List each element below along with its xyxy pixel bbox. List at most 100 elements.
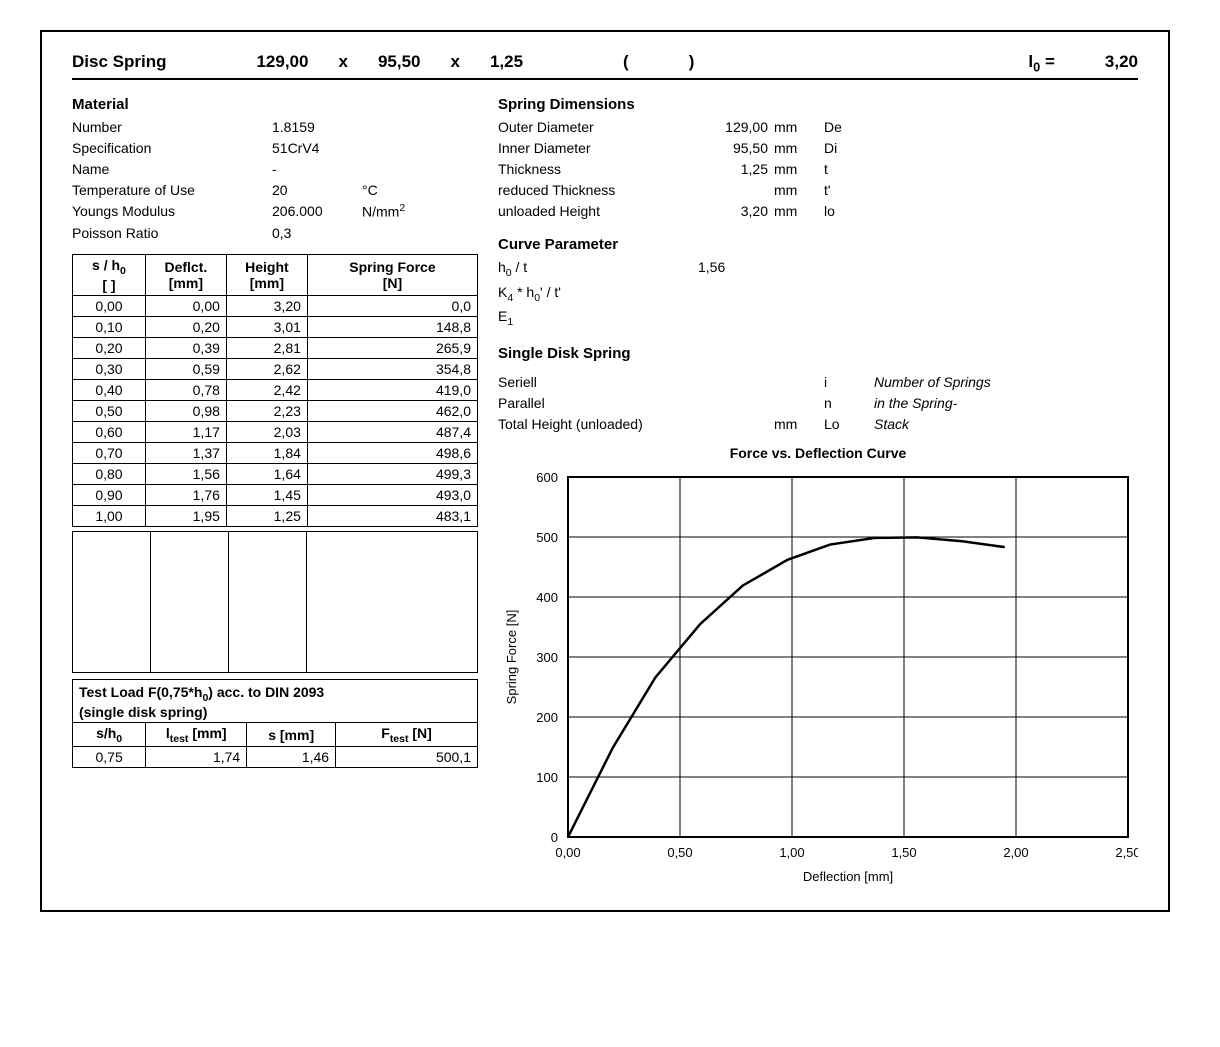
- dim-sym: De: [824, 117, 874, 138]
- svg-text:200: 200: [536, 710, 558, 725]
- material-unit: [362, 159, 432, 180]
- tl-v0: 0,75: [73, 747, 146, 768]
- tl-v1: 1,74: [146, 747, 247, 768]
- cp-val: [698, 306, 774, 331]
- sd-val: [698, 393, 774, 414]
- dim-label: unloaded Height: [498, 201, 698, 222]
- header-row: Disc Spring 129,00 x 95,50 x 1,25 ( ) l0…: [72, 52, 1138, 80]
- sd-unit: [774, 393, 824, 414]
- dim-unit: mm: [774, 180, 824, 201]
- sd-val: [698, 414, 774, 435]
- table-cell: 0,78: [145, 379, 226, 400]
- table-cell: 2,03: [226, 421, 307, 442]
- dimension-row: Outer Diameter129,00mmDe: [498, 117, 1138, 138]
- table-cell: 0,80: [73, 463, 146, 484]
- testload-block: Test Load F(0,75*h0) acc. to DIN 2093 (s…: [72, 679, 478, 769]
- dim-label: Thickness: [498, 159, 698, 180]
- hdr-x1: x: [338, 52, 347, 72]
- material-label: Poisson Ratio: [72, 223, 272, 244]
- tl-th1: ltest [mm]: [146, 722, 247, 747]
- svg-text:400: 400: [536, 590, 558, 605]
- svg-text:500: 500: [536, 530, 558, 545]
- dim-val: 129,00: [698, 117, 774, 138]
- material-label: Name: [72, 159, 272, 180]
- cp-label: h0 / t: [498, 257, 698, 282]
- single-disk-title: Single Disk Spring: [498, 345, 1138, 362]
- dim-label: Inner Diameter: [498, 138, 698, 159]
- material-title: Material: [72, 96, 478, 113]
- svg-text:1,50: 1,50: [891, 845, 916, 860]
- chart-title: Force vs. Deflection Curve: [498, 445, 1138, 461]
- material-row: Number1.8159: [72, 117, 478, 138]
- curve-param-row: K4 * h0' / t': [498, 282, 1138, 307]
- table-cell: 2,42: [226, 379, 307, 400]
- table-cell: 1,84: [226, 442, 307, 463]
- table-cell: 0,60: [73, 421, 146, 442]
- table-cell: 419,0: [307, 379, 477, 400]
- dim-unit: mm: [774, 138, 824, 159]
- material-unit: [362, 117, 432, 138]
- sd-sym: Lo: [824, 414, 874, 435]
- table-row: 0,801,561,64499,3: [73, 463, 478, 484]
- table-row: 0,400,782,42419,0: [73, 379, 478, 400]
- svg-text:2,50: 2,50: [1115, 845, 1138, 860]
- table-cell: 0,00: [145, 295, 226, 316]
- material-row: Youngs Modulus206.000N/mm2: [72, 201, 478, 223]
- material-row: Poisson Ratio0,3: [72, 223, 478, 244]
- table-cell: 1,45: [226, 484, 307, 505]
- spring-table: s / h0[ ] Deflct.[mm] Height[mm] Spring …: [72, 254, 478, 527]
- cp-label: E1: [498, 306, 698, 331]
- sd-note: in the Spring-: [874, 393, 957, 414]
- curve-param-rows: h0 / t1,56K4 * h0' / t'E1: [498, 257, 1138, 331]
- svg-text:300: 300: [536, 650, 558, 665]
- table-row: 0,701,371,84498,6: [73, 442, 478, 463]
- material-rows: Number1.8159Specification51CrV4Name-Temp…: [72, 117, 478, 244]
- th-height: Height[mm]: [226, 255, 307, 296]
- table-cell: 0,50: [73, 400, 146, 421]
- hdr-x2: x: [450, 52, 459, 72]
- svg-text:2,00: 2,00: [1003, 845, 1028, 860]
- hdr-d3: 1,25: [490, 52, 523, 72]
- sd-label: Parallel: [498, 393, 698, 414]
- table-cell: 1,64: [226, 463, 307, 484]
- table-row: 0,000,003,200,0: [73, 295, 478, 316]
- sd-sym: i: [824, 372, 874, 393]
- dim-val: 95,50: [698, 138, 774, 159]
- dim-unit: mm: [774, 201, 824, 222]
- material-row: Specification51CrV4: [72, 138, 478, 159]
- table-cell: 1,76: [145, 484, 226, 505]
- table-cell: 3,20: [226, 295, 307, 316]
- svg-text:Spring Force [N]: Spring Force [N]: [504, 610, 519, 705]
- material-val: 20: [272, 180, 362, 201]
- table-cell: 498,6: [307, 442, 477, 463]
- table-cell: 1,56: [145, 463, 226, 484]
- material-val: 51CrV4: [272, 138, 362, 159]
- table-row: 0,601,172,03487,4: [73, 421, 478, 442]
- sd-unit: mm: [774, 414, 824, 435]
- material-unit: [362, 138, 432, 159]
- sd-sym: n: [824, 393, 874, 414]
- sd-label: Seriell: [498, 372, 698, 393]
- svg-text:0,00: 0,00: [555, 845, 580, 860]
- hdr-l0-val: 3,20: [1105, 52, 1138, 72]
- cp-val: 1,56: [698, 257, 774, 282]
- table-row: 0,901,761,45493,0: [73, 484, 478, 505]
- dim-sym: t': [824, 180, 874, 201]
- svg-text:0,50: 0,50: [667, 845, 692, 860]
- cp-val: [698, 282, 774, 307]
- dim-sym: Di: [824, 138, 874, 159]
- table-cell: 2,23: [226, 400, 307, 421]
- hdr-d1: 129,00: [256, 52, 308, 72]
- th-deflct: Deflct.[mm]: [145, 255, 226, 296]
- table-row: 0,300,592,62354,8: [73, 358, 478, 379]
- dim-sym: t: [824, 159, 874, 180]
- main-columns: Material Number1.8159Specification51CrV4…: [72, 90, 1138, 890]
- tl-v3: 500,1: [336, 747, 477, 768]
- material-val: -: [272, 159, 362, 180]
- table-cell: 148,8: [307, 316, 477, 337]
- table-cell: 0,10: [73, 316, 146, 337]
- table-cell: 0,40: [73, 379, 146, 400]
- table-cell: 1,95: [145, 505, 226, 526]
- testload-subtitle: (single disk spring): [73, 704, 477, 722]
- table-cell: 1,17: [145, 421, 226, 442]
